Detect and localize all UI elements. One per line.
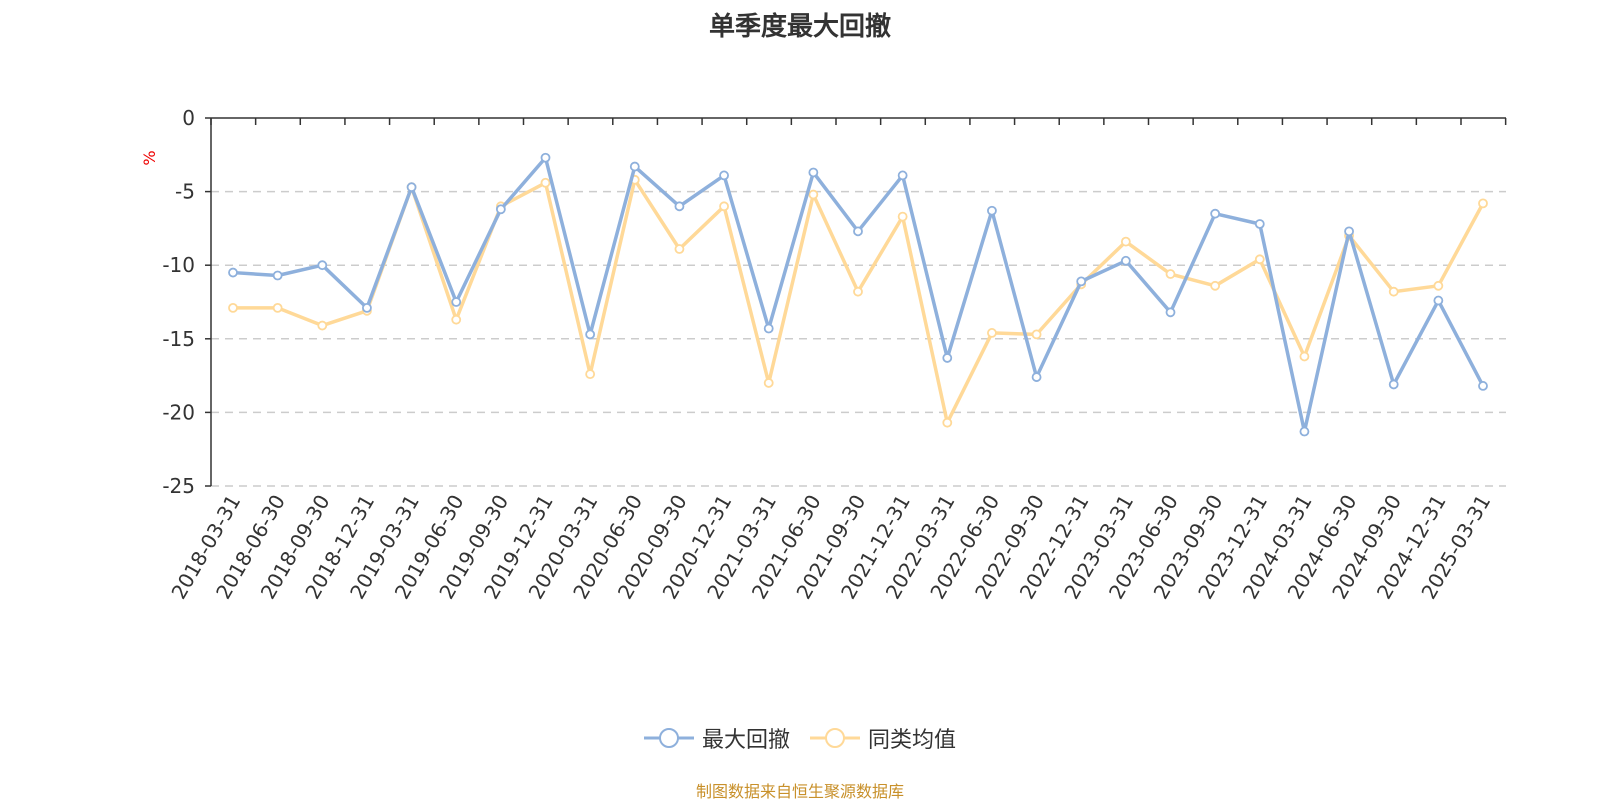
data-point [317,320,328,331]
data-point [763,378,774,388]
data-point [1299,426,1310,437]
data-point [228,267,238,278]
chart-title: 单季度最大回撤 [708,12,891,42]
legend-marker-icon [643,728,694,748]
data-point [1433,280,1444,291]
y-tick-label: -10 [162,253,195,277]
y-tick-label: -25 [162,474,195,498]
line-chart: 0-5-10-15-20-25%2018-03-312018-06-302018… [140,106,1507,603]
data-point [763,323,774,334]
legend-label: 最大回撤 [701,728,790,753]
data-point [1299,351,1310,362]
y-tick-label: -15 [162,327,195,351]
legend-label: 同类均值 [868,728,957,753]
data-point [1120,236,1131,247]
data-point [987,328,997,338]
data-point [1433,295,1444,306]
data-point [585,329,596,340]
y-tick-label: -5 [175,180,195,204]
data-point [317,260,328,271]
data-point [406,182,417,193]
data-point [674,201,685,212]
data-point [808,167,819,178]
data-point [942,417,953,428]
data-point [451,297,462,307]
data-point [540,152,551,163]
data-point [1031,372,1042,382]
data-point [719,201,729,212]
data-point [1254,219,1265,229]
data-point [1120,255,1131,266]
data-point [1388,286,1399,297]
data-point [1210,208,1221,219]
data-point [897,170,908,181]
data-point [1165,307,1176,318]
data-point [1165,269,1176,279]
data-point [942,353,953,363]
y-axis-label: % [140,150,159,165]
data-point [1344,226,1354,237]
data-point [674,244,685,254]
legend-marker-icon [810,728,860,748]
data-point [540,177,551,188]
legend-item[interactable]: 同类均值 [810,722,956,754]
data-point [1076,276,1087,287]
data-point [1210,280,1221,291]
data-point [585,369,596,380]
data-point [272,302,283,313]
data-point [228,302,238,313]
y-tick-label: 0 [182,106,195,130]
legend: 最大回撤 同类均值 [0,722,1600,754]
data-point [1478,381,1488,391]
data-point [362,302,372,313]
data-point [629,161,640,172]
data-point [853,226,863,237]
data-point [495,204,506,215]
data-point [853,286,863,297]
data-point [808,189,819,200]
y-tick-label: -20 [162,400,195,424]
data-point [1478,198,1488,209]
data-point [897,211,908,222]
data-point [272,270,283,281]
source-note: 制图数据来自恒生聚源数据库 [695,782,904,801]
data-point [451,314,462,325]
data-point [1031,329,1042,340]
data-point [1388,379,1399,390]
data-point [987,205,997,216]
legend-item[interactable]: 最大回撤 [643,722,790,754]
data-point [719,170,729,181]
data-point [1254,254,1265,265]
